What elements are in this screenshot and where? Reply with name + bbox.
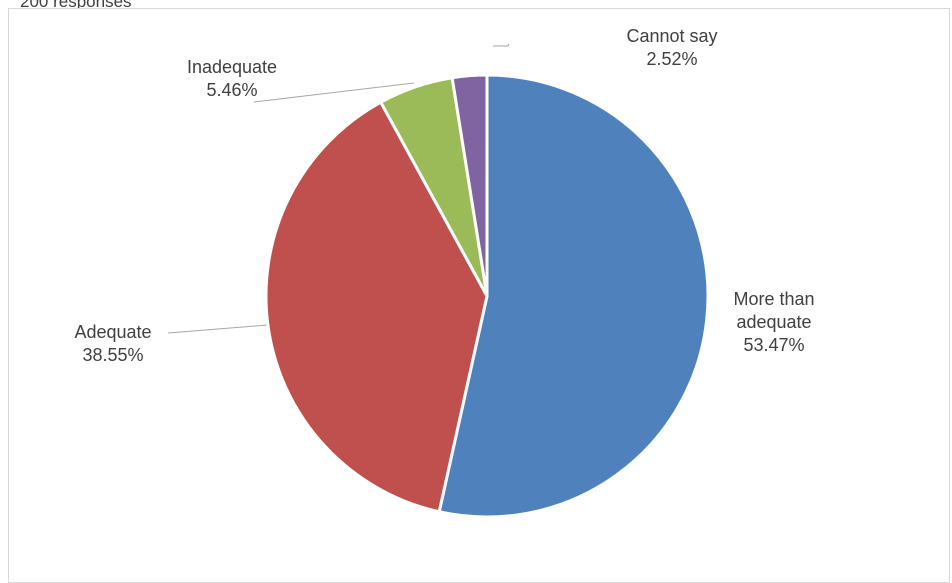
slice-category-cannot-say: Cannot say bbox=[626, 26, 718, 46]
slice-value-cannot-say: 2.52% bbox=[646, 49, 698, 69]
pie-slice-adequate bbox=[264, 100, 489, 514]
slice-category-inadequate: Inadequate bbox=[186, 57, 278, 77]
leader-line-inadequate bbox=[253, 82, 415, 103]
slice-value-more-than-adequate: 53.47% bbox=[743, 335, 805, 355]
slice-value-inadequate: 5.46% bbox=[206, 80, 258, 100]
slice-category-adequate: Adequate bbox=[74, 322, 152, 342]
slice-label-cannot-say: Cannot say 2.52% bbox=[610, 25, 734, 71]
leader-line-cannot-say bbox=[493, 43, 510, 47]
slice-value-adequate: 38.55% bbox=[82, 345, 144, 365]
slice-category-more-than-adequate: More than bbox=[733, 289, 815, 309]
chart-top-note: 200 responses bbox=[20, 0, 132, 11]
pie-slice-more-than-adequate bbox=[437, 73, 710, 519]
slice-label-adequate: Adequate 38.55% bbox=[58, 321, 168, 367]
slice-category-more-than-adequate-line2: adequate bbox=[736, 312, 812, 332]
slice-label-inadequate: Inadequate 5.46% bbox=[170, 56, 294, 102]
leader-line-adequate bbox=[167, 324, 269, 334]
pie-slice-cannot-say bbox=[450, 73, 489, 298]
slice-label-more-than-adequate: More than adequate 53.47% bbox=[712, 288, 836, 357]
